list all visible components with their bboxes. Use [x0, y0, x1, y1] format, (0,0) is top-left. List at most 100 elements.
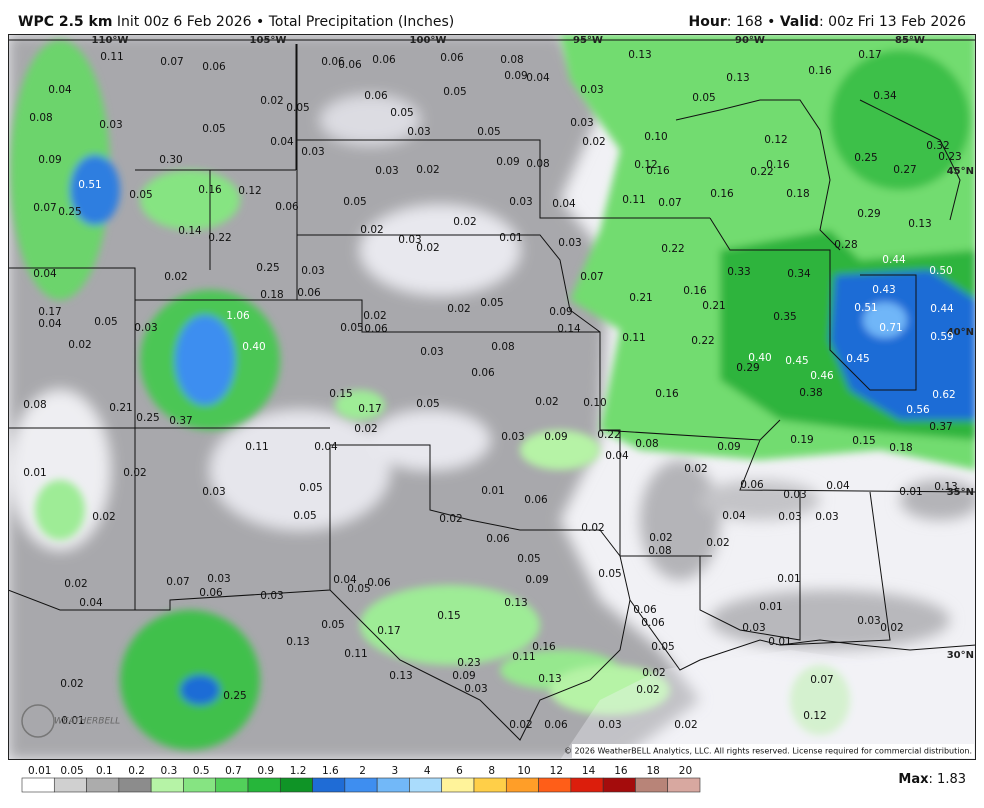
point-value: 0.13	[628, 49, 651, 61]
point-value: 0.03	[375, 165, 398, 177]
point-value: 0.11	[344, 648, 367, 660]
legend-tick-label: 0.1	[96, 765, 113, 777]
point-value: 0.13	[504, 597, 527, 609]
point-value: 0.25	[223, 690, 246, 702]
point-value: 0.19	[790, 434, 813, 446]
point-value: 0.04	[722, 510, 746, 522]
hour: 168	[736, 14, 763, 30]
point-value: 0.02	[642, 667, 665, 679]
point-value: 0.04	[552, 198, 576, 210]
point-value: 0.03	[301, 146, 324, 158]
point-value: 0.10	[583, 397, 606, 409]
point-value: 0.13	[726, 72, 749, 84]
point-value: 0.05	[692, 92, 715, 104]
point-value: 0.16	[710, 188, 734, 200]
point-value: 0.38	[799, 387, 822, 399]
point-value: 0.11	[622, 194, 645, 206]
point-value: 0.06	[544, 719, 568, 731]
point-value: 0.05	[347, 583, 370, 595]
point-value: 0.32	[926, 140, 949, 152]
point-value: 0.01	[481, 485, 504, 497]
colon: :	[929, 772, 933, 787]
model: WPC 2.5 km	[18, 14, 112, 30]
point-value: 0.25	[136, 412, 159, 424]
point-value: 0.22	[750, 166, 773, 178]
point-value: 0.08	[29, 112, 52, 124]
point-value: 0.17	[858, 49, 881, 61]
legend-tick-label: 4	[424, 765, 431, 777]
point-value: 0.01	[768, 636, 791, 648]
point-value: 0.02	[360, 224, 383, 236]
point-value: 0.16	[532, 641, 556, 653]
legend-tick-label: 0.05	[60, 765, 83, 777]
legend-swatch	[376, 777, 410, 793]
point-value: 0.25	[854, 152, 877, 164]
point-value: 0.04	[270, 136, 294, 148]
point-value: 0.23	[938, 151, 961, 163]
point-value: 0.37	[929, 421, 952, 433]
point-value: 0.03	[580, 84, 603, 96]
point-value: 0.02	[123, 467, 146, 479]
point-value: 0.04	[38, 318, 62, 330]
point-value: 0.06	[486, 533, 510, 545]
legend-tick-label: 16	[614, 765, 628, 777]
point-value: 0.02	[674, 719, 697, 731]
colon: :	[727, 14, 732, 30]
legend-tick-label: 1.6	[322, 765, 339, 777]
graticule-labels: 110°W 105°W 100°W 95°W 90°W 85°W 45°N 40°N 35°N 3…	[92, 35, 974, 661]
point-value: 0.62	[932, 389, 955, 401]
legend-swatch	[215, 777, 249, 793]
point-value: 0.35	[773, 311, 796, 323]
point-value: 1.06	[226, 310, 250, 322]
colon: :	[819, 14, 824, 30]
point-value: 0.06	[740, 479, 764, 491]
header-right: Hour: 168 • Valid: 00z Fri 13 Feb 2026	[689, 14, 967, 30]
point-value: 0.04	[33, 268, 57, 280]
longitude-label: 105°W	[250, 35, 287, 46]
point-value: 0.16	[766, 159, 790, 171]
point-value: 0.22	[597, 429, 620, 441]
point-value: 0.28	[834, 239, 857, 251]
point-value: 0.17	[377, 625, 400, 637]
point-value: 0.51	[854, 302, 877, 314]
point-value: 0.08	[23, 399, 46, 411]
point-value: 0.03	[207, 573, 230, 585]
point-value: 0.04	[605, 450, 629, 462]
point-value: 0.02	[447, 303, 470, 315]
point-value: 0.29	[857, 208, 880, 220]
point-value: 0.03	[420, 346, 443, 358]
point-value: 0.23	[457, 657, 480, 669]
point-value: 0.02	[68, 339, 91, 351]
point-value: 0.12	[764, 134, 787, 146]
point-value: 0.02	[164, 271, 187, 283]
legend-swatch	[344, 777, 378, 793]
point-value: 0.02	[416, 164, 439, 176]
point-value: 0.09	[717, 441, 740, 453]
point-value: 0.15	[329, 388, 352, 400]
separator: •	[767, 14, 775, 30]
point-value: 0.40	[242, 341, 265, 353]
point-value: 0.22	[661, 243, 684, 255]
legend-tick-label: 8	[488, 765, 495, 777]
point-value: 0.11	[245, 441, 268, 453]
point-value: 0.02	[416, 242, 439, 254]
point-value: 0.02	[439, 513, 462, 525]
legend-tick-label: 0.3	[161, 765, 178, 777]
point-value: 0.06	[364, 90, 388, 102]
point-value: 0.18	[889, 442, 912, 454]
point-value: 0.05	[293, 510, 316, 522]
point-value: 0.05	[517, 553, 540, 565]
legend-tick-label: 0.5	[193, 765, 210, 777]
latitude-label: 35°N	[947, 487, 974, 498]
point-value: 0.03	[570, 117, 593, 129]
longitude-label: 85°W	[895, 35, 925, 46]
point-value: 0.29	[736, 362, 759, 374]
point-value: 0.09	[525, 574, 548, 586]
point-value: 0.09	[452, 670, 475, 682]
logo-swirl	[21, 704, 55, 738]
point-value: 0.04	[333, 574, 357, 586]
copyright-bg	[572, 744, 974, 758]
point-value: 0.06	[275, 201, 299, 213]
point-value: 0.09	[549, 306, 572, 318]
point-value: 0.15	[852, 435, 875, 447]
